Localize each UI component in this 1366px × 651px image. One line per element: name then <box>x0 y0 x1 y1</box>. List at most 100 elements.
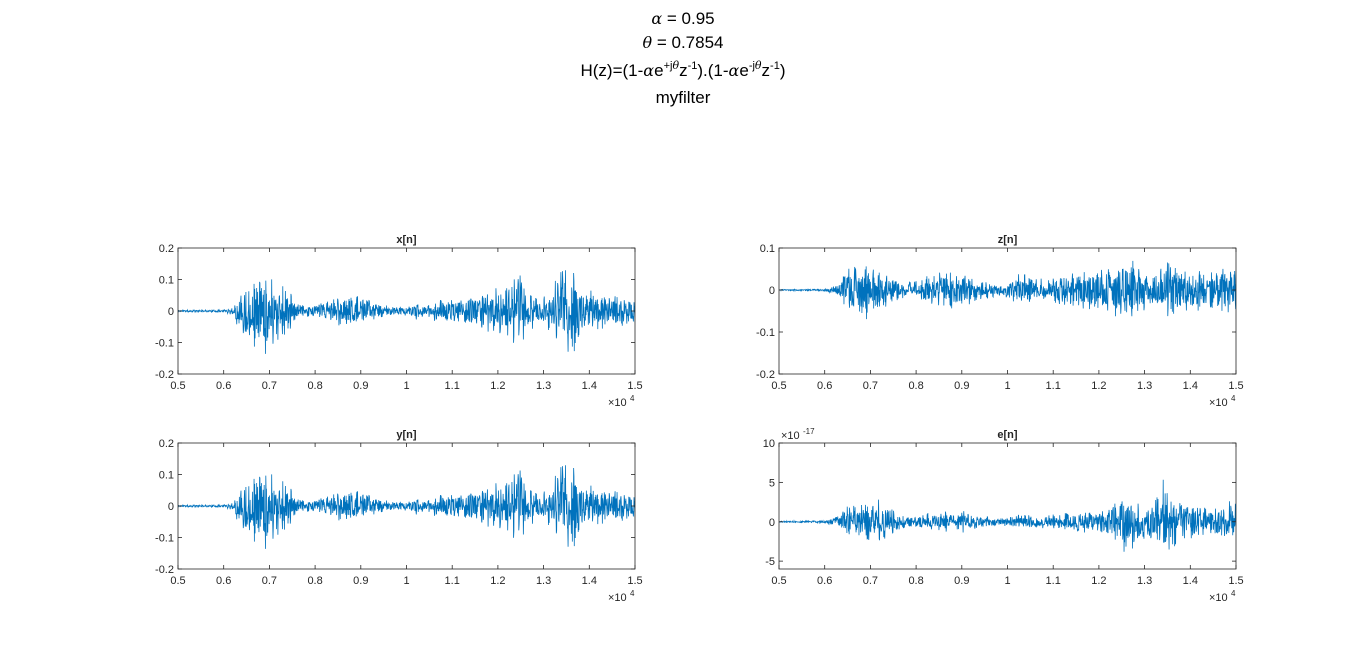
hz-theta-symbol: θ <box>754 59 762 72</box>
y-tick-label: -0.1 <box>756 327 775 339</box>
x-tick-label: 0.5 <box>170 575 185 587</box>
hz-theta-symbol: θ <box>672 59 680 72</box>
x-exponent-power: 4 <box>630 394 635 403</box>
x-tick-label: 0.6 <box>817 575 832 587</box>
hz-exponent: -1 <box>687 60 698 72</box>
y-tick-label: 0.1 <box>159 470 174 482</box>
x-tick-label: 1.1 <box>445 575 460 587</box>
hz-part: e <box>654 61 664 80</box>
x-exponent-label: ×10 <box>1209 397 1228 409</box>
x-tick-label: 1.5 <box>627 380 642 392</box>
series-line-yn <box>178 465 635 549</box>
x-tick-label: 0.6 <box>817 380 832 392</box>
x-tick-label: 1.2 <box>490 380 505 392</box>
y-tick-label: 5 <box>769 477 775 489</box>
x-exponent-label: ×10 <box>608 592 627 604</box>
x-tick-label: 0.5 <box>771 575 786 587</box>
suptitle-filter-name: myfilter <box>0 86 1366 110</box>
plot-area-en <box>779 443 1236 569</box>
x-exponent-label: ×10 <box>608 397 627 409</box>
series-line-zn <box>779 260 1236 320</box>
hz-exp-part: -j <box>748 60 755 72</box>
axes-zn: 0.5 0.6 0.7 0.8 0.9 1 1.1 1.2 1.3 1.4 1.5 -0.2 -0.1 0… <box>756 234 1244 409</box>
hz-part: e <box>739 61 749 80</box>
y-tick-label: -0.1 <box>155 338 174 350</box>
x-exponent-label: ×10 <box>1209 592 1228 604</box>
x-tick-label: 1 <box>403 575 409 587</box>
x-tick-label: 1.3 <box>1137 575 1152 587</box>
y-tick-label: -0.1 <box>155 533 174 545</box>
x-tick-label: 1.3 <box>536 380 551 392</box>
series-line-en <box>779 479 1236 552</box>
x-tick-label: 1.2 <box>1091 575 1106 587</box>
series-line-xn <box>178 270 635 354</box>
x-tick-label: 0.9 <box>954 575 969 587</box>
y-tick-label: 10 <box>763 438 775 450</box>
alpha-symbol: α <box>651 9 663 28</box>
x-tick-label: 1 <box>403 380 409 392</box>
axes-xn: 0.5 0.6 0.7 0.8 0.9 1 1.1 1.2 1.3 1.4 1.5 -0.2 -0.1 0… <box>155 234 643 409</box>
y-tick-label: -5 <box>765 556 775 568</box>
hz-part: ).(1- <box>697 61 729 80</box>
filter-name: myfilter <box>655 88 711 107</box>
suptitle-transfer-function: H(z)=(1-αe+jθz-1).(1-αe-jθz-1) <box>0 59 1366 83</box>
hz-alpha-symbol: α <box>728 61 740 80</box>
y-tick-label: 0 <box>769 517 775 529</box>
x-tick-label: 0.5 <box>771 380 786 392</box>
suptitle-theta: θ = 0.7854 <box>0 31 1366 55</box>
x-tick-label: 1.5 <box>1228 575 1243 587</box>
axes-title-yn: y[n] <box>396 429 417 441</box>
axes-en: 0.5 0.6 0.7 0.8 0.9 1 1.1 1.2 1.3 1.4 1.5 -5 0 5 10 e[n… <box>763 427 1244 604</box>
x-exponent-power: 4 <box>630 589 635 598</box>
x-tick-label: 1.5 <box>627 575 642 587</box>
y-tick-label: 0.1 <box>760 243 775 255</box>
y-tick-label: 0 <box>168 501 174 513</box>
x-tick-label: 0.7 <box>863 380 878 392</box>
axes-title-zn: z[n] <box>998 234 1018 246</box>
x-tick-label: 1 <box>1004 380 1010 392</box>
y-tick-label: 0.2 <box>159 243 174 255</box>
axes-title-xn: x[n] <box>396 234 417 246</box>
x-tick-label: 1.4 <box>1183 575 1198 587</box>
x-tick-label: 1.1 <box>1046 575 1061 587</box>
x-tick-label: 0.7 <box>262 380 277 392</box>
hz-exp-part: +j <box>663 60 673 72</box>
axes-yn: 0.5 0.6 0.7 0.8 0.9 1 1.1 1.2 1.3 1.4 1.5 -0.2 -0.1 0… <box>155 429 643 604</box>
theta-symbol: θ <box>642 33 653 52</box>
y-tick-label: 0.2 <box>159 438 174 450</box>
x-tick-label: 1.4 <box>1183 380 1198 392</box>
y-tick-label: 0 <box>769 285 775 297</box>
hz-part: z <box>761 61 771 80</box>
y-tick-label: 0.1 <box>159 275 174 287</box>
axes-title-en: e[n] <box>997 429 1018 441</box>
x-tick-label: 0.5 <box>170 380 185 392</box>
x-tick-label: 0.6 <box>216 575 231 587</box>
x-tick-label: 0.8 <box>307 380 322 392</box>
hz-exponent: -jθ <box>749 60 762 72</box>
x-tick-label: 1.5 <box>1228 380 1243 392</box>
hz-part: H(z)=(1- <box>580 61 644 80</box>
x-tick-label: 0.9 <box>353 575 368 587</box>
x-tick-label: 1.2 <box>1091 380 1106 392</box>
x-tick-label: 0.9 <box>353 380 368 392</box>
y-tick-label: 0 <box>168 306 174 318</box>
x-tick-label: 1.4 <box>582 575 597 587</box>
y-tick-label: -0.2 <box>155 564 174 576</box>
x-tick-label: 1.1 <box>445 380 460 392</box>
suptitle-alpha: α = 0.95 <box>0 7 1366 31</box>
y-exponent-label: ×10 <box>781 430 800 442</box>
x-tick-label: 1.3 <box>1137 380 1152 392</box>
y-tick-label: -0.2 <box>756 369 775 381</box>
hz-exponent: -1 <box>770 60 780 72</box>
alpha-value: = 0.95 <box>662 9 715 28</box>
x-tick-label: 0.7 <box>262 575 277 587</box>
x-tick-label: 1.2 <box>490 575 505 587</box>
x-tick-label: 0.8 <box>908 380 923 392</box>
x-tick-label: 1.4 <box>582 380 597 392</box>
x-exponent-power: 4 <box>1231 394 1236 403</box>
x-tick-label: 0.8 <box>307 575 322 587</box>
x-tick-label: 1 <box>1004 575 1010 587</box>
y-exponent-power: -17 <box>803 427 815 436</box>
x-tick-label: 1.1 <box>1046 380 1061 392</box>
